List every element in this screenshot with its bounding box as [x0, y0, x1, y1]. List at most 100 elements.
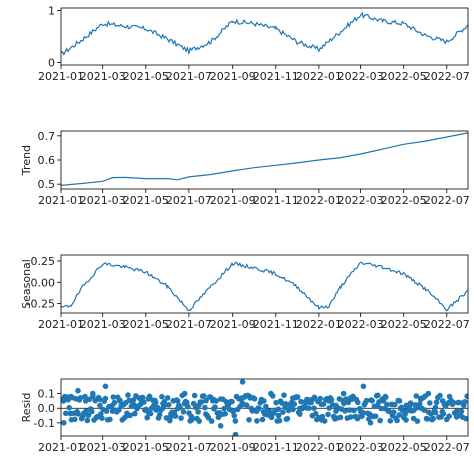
- resid-point: [414, 418, 421, 424]
- resid-point: [450, 399, 457, 406]
- resid-point: [317, 395, 324, 402]
- y-tick-label: 0.7: [38, 130, 56, 143]
- resid-point: [128, 403, 135, 410]
- y-tick-label: -0.1: [34, 417, 55, 430]
- resid-point: [276, 417, 283, 424]
- resid-point: [179, 392, 186, 399]
- x-tick-label: 2021-09: [210, 194, 256, 207]
- x-tick-label: 2021-05: [123, 318, 169, 331]
- seasonal-y-axis-label: Seasonal: [20, 259, 33, 309]
- x-tick-label: 2022-03: [338, 194, 384, 207]
- resid-point: [440, 410, 447, 417]
- resid-point: [75, 411, 81, 417]
- resid-point: [239, 379, 246, 385]
- resid-point: [258, 396, 265, 403]
- resid-point: [403, 417, 409, 423]
- resid-point: [282, 404, 288, 410]
- resid-point: [102, 383, 109, 390]
- resid-point: [424, 416, 431, 422]
- resid-point: [390, 409, 397, 416]
- resid-point: [107, 416, 113, 423]
- trend-y-axis-label: Trend: [20, 145, 33, 176]
- x-tick-label: 2022-01: [296, 70, 342, 83]
- resid-point: [185, 403, 191, 410]
- x-tick-label: 2021-11: [253, 441, 299, 454]
- resid-point: [411, 407, 417, 414]
- resid-point: [369, 398, 376, 404]
- resid-point: [85, 412, 92, 419]
- resid-point: [273, 399, 279, 406]
- resid-point: [66, 404, 72, 411]
- resid-point: [275, 406, 282, 413]
- resid-point: [84, 417, 91, 424]
- resid-point: [269, 393, 276, 399]
- resid-point: [294, 394, 301, 400]
- resid-point: [173, 397, 180, 403]
- resid-point: [275, 412, 282, 419]
- resid-point: [243, 402, 250, 409]
- resid-point: [437, 392, 443, 399]
- resid-point: [232, 418, 239, 424]
- resid-point: [231, 412, 238, 419]
- resid-point: [320, 401, 327, 407]
- resid-point: [200, 393, 207, 399]
- x-tick-label: 2021-03: [80, 318, 126, 331]
- resid-point: [372, 413, 379, 420]
- resid-point: [463, 415, 468, 422]
- x-tick-label: 2022-05: [381, 318, 427, 331]
- resid-point: [246, 417, 252, 423]
- resid-point: [386, 408, 392, 415]
- resid-point: [77, 395, 84, 401]
- resid-point: [284, 415, 291, 422]
- resid-point: [384, 401, 390, 408]
- resid-point: [353, 396, 360, 403]
- resid-point: [203, 397, 209, 404]
- resid-point: [158, 407, 164, 413]
- x-tick-label: 2021-07: [166, 70, 212, 83]
- x-tick-label: 2021-01: [38, 441, 84, 454]
- resid-point: [254, 418, 260, 424]
- resid-point: [96, 396, 103, 403]
- resid-point: [110, 394, 117, 400]
- resid-point: [212, 404, 218, 410]
- y-tick-label: -0.25: [27, 298, 55, 311]
- resid-point: [360, 409, 366, 416]
- x-tick-label: 2021-09: [210, 70, 256, 83]
- resid-point: [196, 418, 202, 424]
- y-tick-label: 0.1: [38, 388, 56, 401]
- resid-point: [342, 408, 348, 414]
- resid-panel: -0.10.00.12021-012021-032021-052021-0720…: [20, 378, 470, 454]
- resid-point: [90, 393, 96, 400]
- resid-point: [256, 405, 262, 412]
- resid-point: [61, 398, 67, 404]
- resid-point: [428, 411, 434, 417]
- resid-point: [263, 403, 269, 410]
- y-tick-label: 0.00: [31, 276, 56, 289]
- resid-point: [82, 393, 88, 400]
- resid-point: [311, 394, 318, 401]
- x-tick-label: 2022-07: [424, 194, 470, 207]
- x-tick-label: 2021-01: [38, 194, 84, 207]
- resid-point: [63, 410, 69, 417]
- resid-point: [280, 409, 286, 416]
- x-tick-label: 2021-11: [253, 318, 299, 331]
- resid-point: [65, 397, 71, 403]
- resid-point: [139, 394, 146, 401]
- seasonal-panel: -0.250.000.252021-012021-032021-052021-0…: [20, 254, 470, 331]
- resid-point: [298, 398, 304, 405]
- resid-point: [458, 408, 465, 415]
- resid-point: [325, 411, 331, 418]
- x-tick-label: 2021-03: [80, 441, 126, 454]
- resid-point: [83, 408, 89, 414]
- resid-point: [427, 400, 433, 406]
- observed-series-line: [61, 11, 468, 56]
- x-tick-label: 2021-07: [166, 441, 212, 454]
- trend-series-line: [61, 132, 468, 186]
- resid-point: [375, 392, 381, 399]
- x-tick-label: 2021-09: [210, 318, 256, 331]
- resid-point: [278, 400, 285, 406]
- resid-point: [394, 417, 400, 424]
- resid-point: [341, 400, 347, 407]
- x-tick-label: 2022-03: [338, 441, 384, 454]
